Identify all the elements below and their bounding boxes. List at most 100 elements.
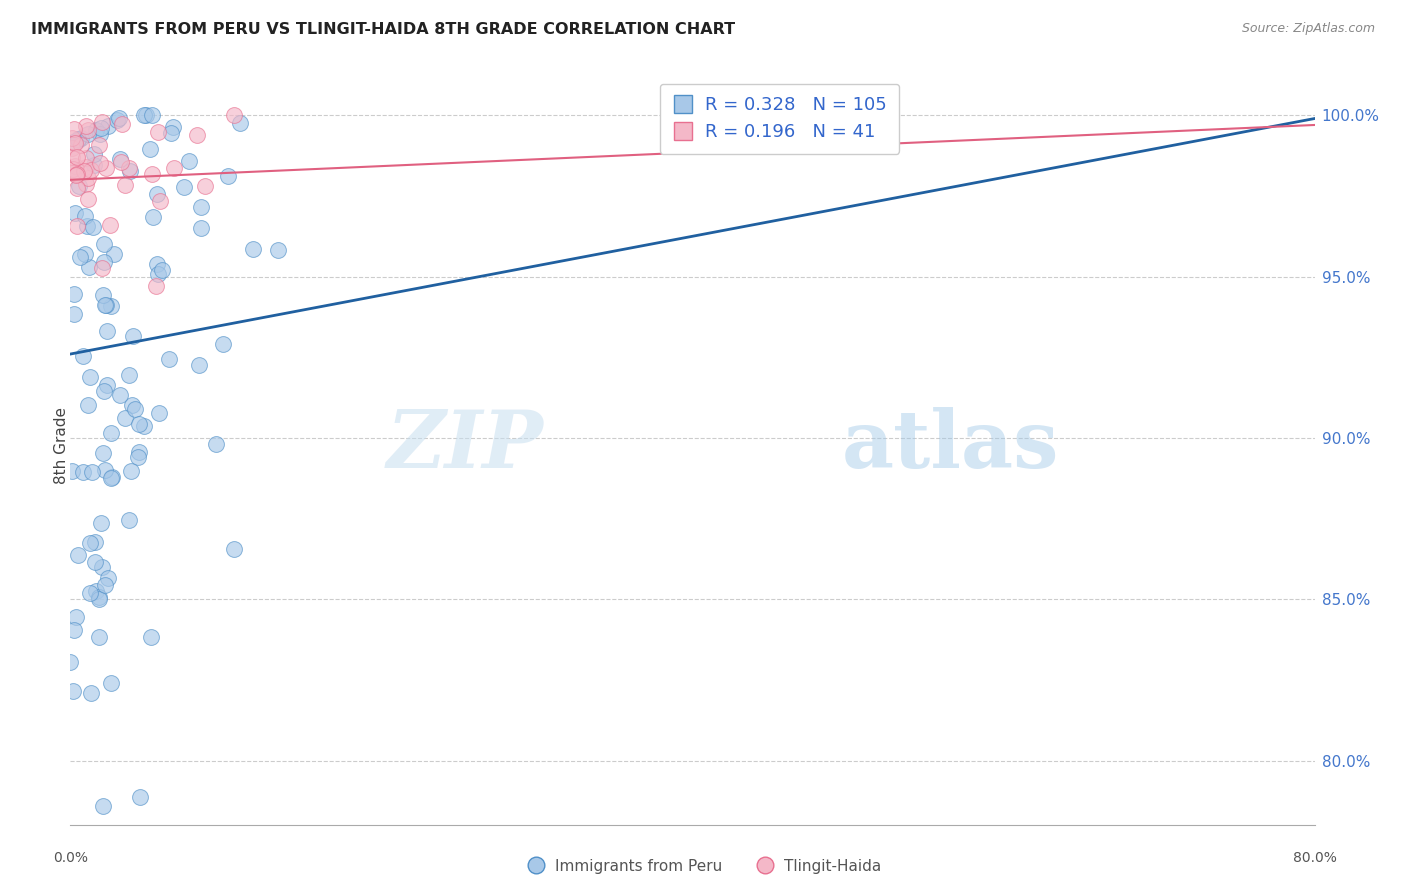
Point (60, 131, 83, 145)
Point (67, 132, 90, 146)
Point (163, 161, 186, 175)
Point (91, 260, 114, 275)
Text: Source: ZipAtlas.com: Source: ZipAtlas.com (1241, 22, 1375, 36)
Point (103, 247, 125, 261)
Legend: R = 0.328   N = 105, R = 0.196   N = 41: R = 0.328 N = 105, R = 0.196 N = 41 (659, 84, 900, 153)
Point (90, 516, 112, 530)
Point (108, 153, 131, 167)
Point (100, 471, 122, 485)
Point (77, 123, 100, 137)
Point (149, 194, 172, 208)
Point (93, 384, 115, 398)
Point (66, 181, 89, 195)
Point (69, 250, 91, 264)
Point (94, 298, 117, 312)
Point (89, 156, 111, 170)
Point (89, 138, 111, 153)
Point (132, 108, 155, 122)
Point (67, 548, 90, 562)
Point (148, 406, 170, 420)
Point (110, 117, 132, 131)
Point (242, 242, 264, 256)
Point (89, 631, 111, 645)
Point (63, 287, 86, 301)
Point (135, 108, 157, 122)
Point (62, 683, 84, 698)
Point (108, 111, 131, 125)
Point (121, 329, 143, 343)
Point (77, 399, 100, 413)
Point (83, 158, 105, 172)
Point (224, 108, 246, 122)
Text: ZIP: ZIP (387, 408, 543, 484)
Point (118, 368, 141, 382)
Point (80, 465, 103, 479)
Point (228, 116, 250, 130)
Point (100, 426, 122, 441)
Point (60, 141, 83, 155)
Point (146, 257, 169, 271)
Point (93, 254, 115, 268)
Point (97, 120, 120, 134)
Point (96, 378, 118, 392)
Point (93, 236, 115, 251)
Point (93, 463, 115, 477)
Point (79, 536, 101, 550)
Point (76, 193, 98, 207)
Point (139, 142, 162, 156)
Point (146, 267, 169, 281)
Point (159, 127, 181, 141)
Point (121, 464, 143, 478)
Point (157, 352, 180, 367)
Point (75, 120, 97, 134)
Text: 0.0%: 0.0% (53, 851, 87, 865)
Point (75, 160, 97, 174)
Point (63, 307, 86, 321)
Point (121, 398, 143, 412)
Point (63, 624, 86, 638)
Point (73, 209, 96, 223)
Point (141, 108, 163, 122)
Point (267, 243, 290, 257)
Point (60, 464, 83, 478)
Point (186, 128, 208, 142)
Point (70, 131, 93, 145)
Point (128, 417, 150, 432)
Point (79, 369, 101, 384)
Point (76, 219, 98, 233)
Point (141, 630, 163, 644)
Point (132, 418, 155, 433)
Point (62, 166, 84, 180)
Point (89, 590, 111, 604)
Point (91, 288, 114, 302)
Point (146, 126, 169, 140)
Point (205, 437, 228, 451)
Point (190, 220, 212, 235)
Point (75, 152, 97, 166)
Point (70, 137, 93, 152)
Point (100, 218, 122, 232)
Point (194, 178, 217, 193)
Point (141, 167, 163, 181)
Point (94, 578, 117, 592)
Point (150, 263, 173, 277)
Point (62, 162, 84, 177)
Point (118, 161, 141, 175)
Point (67, 178, 90, 193)
Point (179, 153, 201, 168)
Point (94, 298, 117, 312)
Point (84, 555, 107, 569)
Point (65, 610, 87, 624)
Point (66, 167, 89, 181)
Text: IMMIGRANTS FROM PERU VS TLINGIT-HAIDA 8TH GRADE CORRELATION CHART: IMMIGRANTS FROM PERU VS TLINGIT-HAIDA 8T… (31, 22, 735, 37)
Point (145, 278, 167, 293)
Point (79, 163, 101, 178)
Point (188, 358, 211, 372)
Text: 80.0%: 80.0% (1292, 851, 1337, 865)
Point (91, 799, 114, 814)
Point (110, 387, 132, 401)
Point (80, 686, 103, 700)
Point (84, 535, 107, 549)
Point (89, 128, 111, 142)
Point (63, 206, 86, 220)
